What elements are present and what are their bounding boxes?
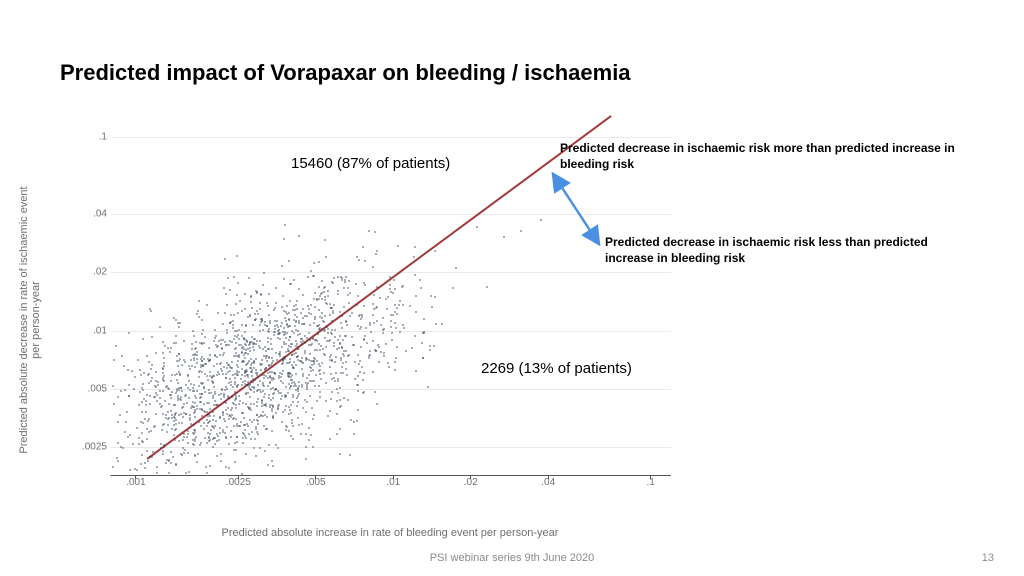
y-axis-label: Predicted absolute decrease in rate of i… bbox=[18, 130, 42, 510]
y-tick-label: .0025 bbox=[82, 442, 107, 453]
x-axis-label: Predicted absolute increase in rate of b… bbox=[40, 527, 740, 539]
y-tick-label: .04 bbox=[93, 209, 107, 220]
y-tick-label: .005 bbox=[88, 384, 107, 395]
slide-title: Predicted impact of Vorapaxar on bleedin… bbox=[60, 60, 631, 86]
annotation-upper: 15460 (87% of patients) bbox=[291, 155, 450, 172]
annotation-lower: 2269 (13% of patients) bbox=[481, 360, 632, 377]
gridline bbox=[111, 272, 671, 273]
side-annotation-top: Predicted decrease in ischaemic risk mor… bbox=[560, 140, 960, 172]
gridline bbox=[111, 137, 671, 138]
gridline bbox=[111, 389, 671, 390]
y-tick-label: .02 bbox=[93, 267, 107, 278]
y-tick-label: .01 bbox=[93, 325, 107, 336]
side-annotation-bottom: Predicted decrease in ischaemic risk les… bbox=[605, 234, 965, 266]
page-number: 13 bbox=[982, 552, 994, 564]
y-tick-label: .1 bbox=[99, 132, 107, 143]
gridline bbox=[111, 447, 671, 448]
footer-text: PSI webinar series 9th June 2020 bbox=[0, 552, 1024, 564]
bidir-arrow-icon bbox=[545, 170, 605, 250]
